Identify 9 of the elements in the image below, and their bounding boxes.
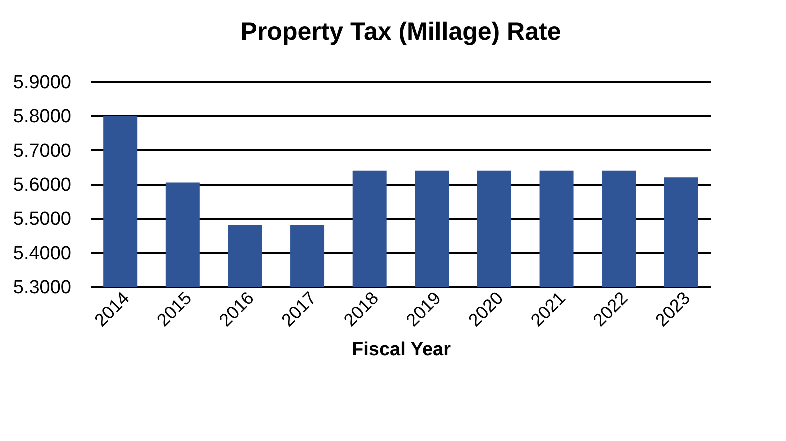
y-tick-label: 5.8000 (13, 106, 72, 128)
y-tick-label: 5.4000 (13, 243, 72, 264)
y-tick-label: 5.7000 (13, 140, 72, 162)
y-tick-label: 5.3000 (13, 278, 72, 298)
y-tick-label: 5.9000 (13, 72, 72, 94)
chart-title: Property Tax (Millage) Rate (240, 18, 562, 46)
x-axis-title: Fiscal Year (352, 340, 452, 361)
y-tick-label: 5.6000 (13, 175, 72, 196)
y-tick-label: 5.5000 (13, 209, 72, 230)
